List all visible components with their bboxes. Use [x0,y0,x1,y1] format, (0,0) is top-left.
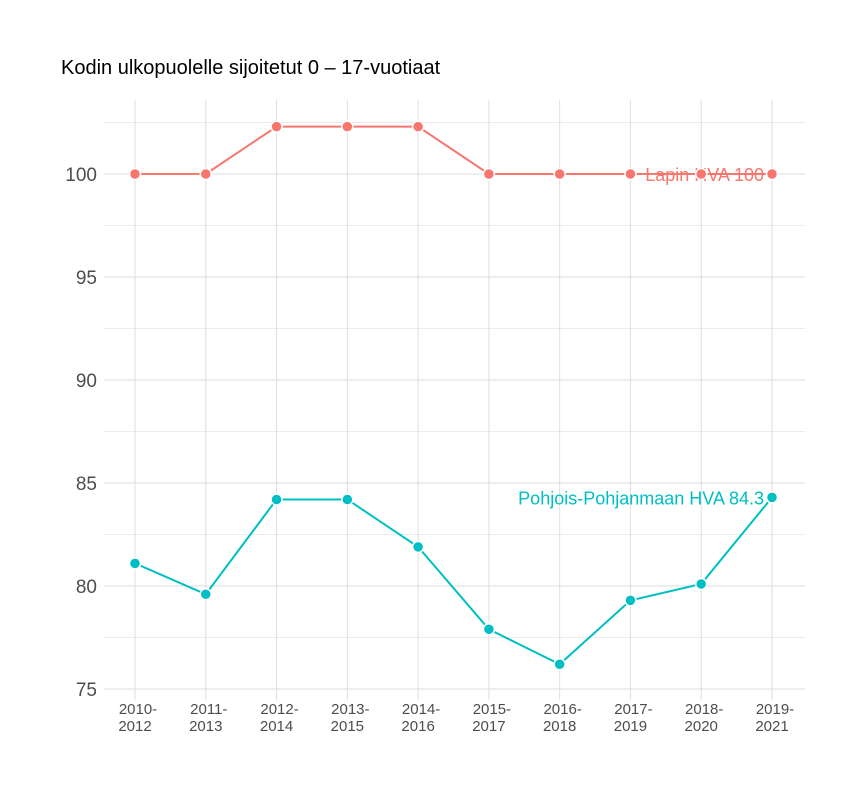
data-point [624,167,637,181]
data-point [553,167,566,181]
data-point [128,557,142,570]
y-tick-label: 80 [76,577,97,598]
data-point [128,167,142,181]
x-tick-label: 2013 [189,718,222,735]
x-tick-label: 2020 [685,718,718,735]
chart-title: Kodin ulkopuolelle sijoitetut 0 – 17-vuo… [61,57,441,79]
x-tick-label: 2019 [614,718,647,735]
data-point [270,120,283,133]
x-tick-label: 2014- [402,701,440,718]
data-point [482,167,496,181]
x-tick-label: 2021 [755,718,788,735]
y-tick-label: 75 [76,680,97,701]
x-tick-label: 2017- [614,701,652,718]
x-tick-label: 2015 [331,718,364,735]
x-tick-label: 2018 [543,718,576,735]
y-tick-label: 85 [76,474,97,495]
data-point [765,491,779,504]
x-tick-label: 2011- [190,701,227,718]
x-tick-label: 2016- [543,701,581,718]
data-point [411,120,425,133]
series-line [134,496,773,666]
data-point [411,540,425,554]
x-tick-label: 2012- [260,701,298,718]
x-tick-label: 2017 [472,718,505,735]
series-line [135,125,772,175]
x-tick-label: 2012 [118,718,151,735]
x-tick-label: 2013- [331,701,369,718]
data-point [482,623,496,636]
x-tick-label: 2010- [119,701,157,718]
y-tick-label: 90 [76,371,97,392]
data-point [694,167,708,181]
series-end-label: Pohjois-Pohjanmaan HVA 84.3 [518,488,764,508]
x-tick-label: 2014 [260,718,293,735]
x-tick-label: 2016 [401,718,434,735]
x-tick-label: 2018- [685,701,723,718]
data-point [765,167,779,181]
data-point [553,658,566,671]
data-point [341,120,354,133]
data-point [270,493,283,506]
x-tick-label: 2015- [473,701,511,718]
y-tick-label: 95 [76,268,97,289]
y-tick-label: 100 [65,165,97,186]
data-point [694,577,708,591]
x-tick-label: 2019- [756,701,794,718]
data-point [341,493,354,506]
data-point [624,594,637,607]
data-point [199,587,213,601]
data-point [199,167,213,181]
